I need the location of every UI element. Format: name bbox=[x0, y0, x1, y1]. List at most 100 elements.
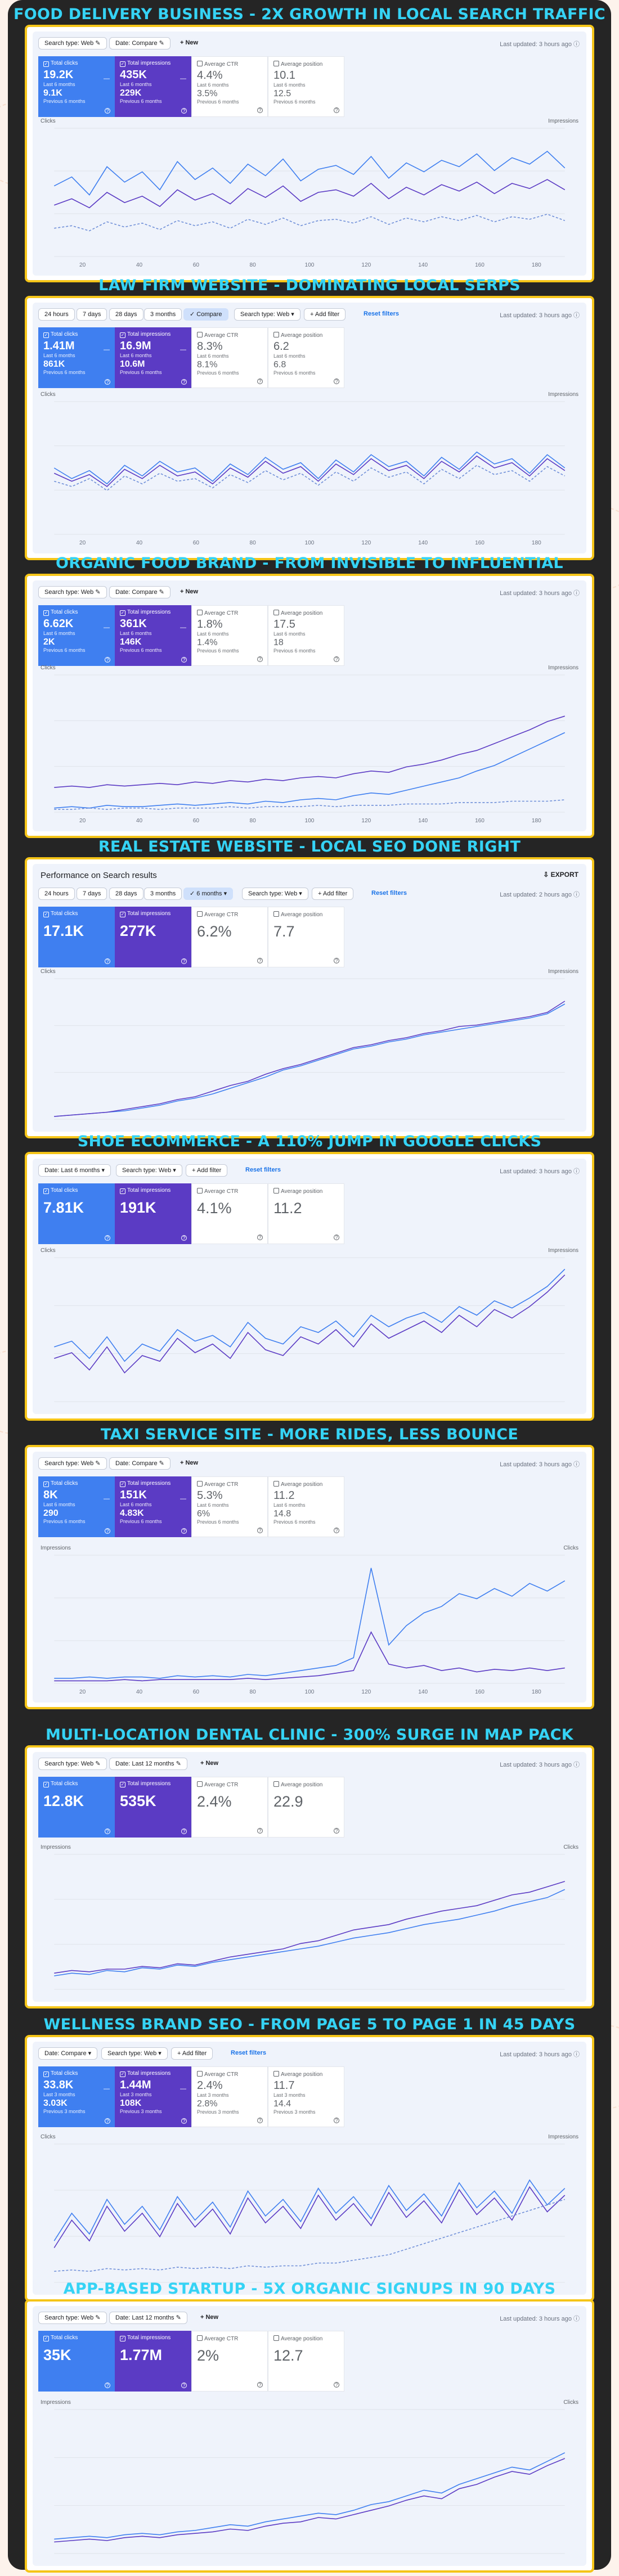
filter-chip[interactable]: Reset filters bbox=[371, 890, 407, 897]
filter-chip[interactable]: Search type: Web ✎ bbox=[38, 586, 107, 598]
total-clicks-card[interactable]: ✓ Total clicks 19.2K Last 6 months 9.1K Previ… bbox=[38, 56, 115, 117]
checkbox-icon[interactable]: ✓ bbox=[43, 2071, 49, 2077]
help-icon[interactable]: ? bbox=[181, 958, 187, 964]
help-icon[interactable]: ? bbox=[334, 107, 339, 113]
checkbox-icon[interactable] bbox=[197, 1481, 203, 1487]
checkbox-icon[interactable] bbox=[273, 61, 279, 66]
average-ctr-card[interactable]: Average CTR 4.1%? bbox=[191, 1183, 268, 1244]
filter-chip[interactable]: + New bbox=[180, 39, 199, 46]
checkbox-icon[interactable]: ✓ bbox=[43, 332, 49, 338]
average-ctr-card[interactable]: Average CTR 5.3% Last 6 months 6% Previous 6… bbox=[191, 1476, 268, 1537]
filter-chip[interactable]: + New bbox=[180, 1460, 199, 1466]
average-ctr-card[interactable]: Average CTR 4.4% Last 6 months 3.5% Previous… bbox=[191, 56, 268, 117]
average-position-card[interactable]: Average position 11.7 Last 3 months 14.4 Pre… bbox=[268, 2066, 344, 2127]
average-position-card[interactable]: Average position 10.1 Last 6 months 12.5 Pre… bbox=[268, 56, 344, 117]
help-icon[interactable]: ? bbox=[257, 1528, 263, 1533]
checkbox-icon[interactable]: ✓ bbox=[120, 1782, 125, 1787]
help-icon[interactable]: ? bbox=[257, 1828, 263, 1834]
help-icon[interactable]: ? bbox=[334, 2382, 339, 2388]
help-icon[interactable]: ? bbox=[257, 2382, 263, 2388]
average-ctr-card[interactable]: Average CTR 2%? bbox=[191, 2331, 268, 2392]
checkbox-icon[interactable]: ✓ bbox=[120, 1481, 125, 1487]
filter-chip[interactable]: 3 months bbox=[144, 888, 182, 900]
help-icon[interactable]: ? bbox=[334, 958, 339, 963]
filter-chip[interactable]: 24 hours bbox=[38, 888, 75, 900]
total-clicks-card[interactable]: ✓ Total clicks 33.8K Last 3 months 3.03K Prev… bbox=[38, 2066, 115, 2127]
filter-chip[interactable]: Search type: Web ✎ bbox=[38, 37, 107, 49]
checkbox-icon[interactable]: ✓ bbox=[120, 2336, 125, 2341]
export-button[interactable]: ⇩ EXPORT bbox=[543, 871, 578, 879]
checkbox-icon[interactable] bbox=[197, 610, 203, 615]
average-ctr-card[interactable]: Average CTR 8.3% Last 6 months 8.1% Previous… bbox=[191, 327, 268, 388]
checkbox-icon[interactable] bbox=[273, 610, 279, 615]
filter-chip[interactable]: Reset filters bbox=[364, 310, 399, 317]
help-icon[interactable]: ? bbox=[105, 657, 110, 663]
help-icon[interactable]: ? bbox=[181, 2383, 187, 2388]
checkbox-icon[interactable]: ✓ bbox=[43, 1481, 49, 1487]
average-position-card[interactable]: Average position 22.9? bbox=[268, 1777, 344, 1838]
total-impressions-card[interactable]: ✓ Total impressions 361K Last 6 months 146K P… bbox=[115, 605, 191, 666]
filter-chip[interactable]: ✓ 6 months ▾ bbox=[183, 888, 234, 900]
help-icon[interactable]: ? bbox=[181, 1235, 187, 1241]
total-clicks-card[interactable]: ✓ Total clicks 7.81K? bbox=[38, 1183, 115, 1244]
help-icon[interactable]: ? bbox=[334, 1235, 339, 1240]
filter-chip[interactable]: Date: Compare ✎ bbox=[109, 1457, 171, 1470]
help-icon[interactable]: ? bbox=[181, 379, 187, 385]
total-clicks-card[interactable]: ✓ Total clicks 17.1K? bbox=[38, 907, 115, 967]
filter-chip[interactable]: + Add filter bbox=[312, 888, 354, 900]
total-impressions-card[interactable]: ✓ Total impressions 16.9M Last 6 months 10.6… bbox=[115, 327, 191, 388]
help-icon[interactable]: ? bbox=[334, 2118, 339, 2123]
filter-chip[interactable]: ✓ Compare bbox=[183, 308, 228, 321]
help-icon[interactable]: ? bbox=[257, 379, 263, 384]
checkbox-icon[interactable]: ✓ bbox=[43, 912, 49, 917]
filter-chip[interactable]: + New bbox=[200, 2314, 219, 2321]
filter-chip[interactable]: Date: Last 12 months ✎ bbox=[109, 1758, 187, 1770]
total-clicks-card[interactable]: ✓ Total clicks 8K Last 6 months 290 Previous … bbox=[38, 1476, 115, 1537]
checkbox-icon[interactable]: ✓ bbox=[43, 1782, 49, 1787]
checkbox-icon[interactable]: ✓ bbox=[43, 2336, 49, 2341]
help-icon[interactable]: ? bbox=[105, 2383, 110, 2388]
average-position-card[interactable]: Average position 17.5 Last 6 months 18 Previ… bbox=[268, 605, 344, 666]
filter-chip[interactable]: Search type: Web ✎ bbox=[38, 1457, 107, 1470]
checkbox-icon[interactable] bbox=[197, 2071, 203, 2077]
average-position-card[interactable]: Average position 11.2? bbox=[268, 1183, 344, 1244]
filter-chip[interactable]: + New bbox=[200, 1760, 219, 1767]
checkbox-icon[interactable]: ✓ bbox=[120, 610, 125, 616]
checkbox-icon[interactable]: ✓ bbox=[120, 332, 125, 338]
filter-chip[interactable]: 24 hours bbox=[38, 308, 75, 321]
filter-chip[interactable]: Reset filters bbox=[231, 2050, 266, 2056]
average-position-card[interactable]: Average position 11.2 Last 6 months 14.8 Pre… bbox=[268, 1476, 344, 1537]
checkbox-icon[interactable]: ✓ bbox=[120, 2071, 125, 2077]
help-icon[interactable]: ? bbox=[334, 379, 339, 384]
filter-chip[interactable]: 7 days bbox=[77, 308, 107, 321]
filter-chip[interactable]: + Add filter bbox=[186, 1164, 228, 1177]
average-position-card[interactable]: Average position 12.7? bbox=[268, 2331, 344, 2392]
filter-chip[interactable]: Search type: Web ▾ bbox=[101, 2047, 168, 2060]
checkbox-icon[interactable] bbox=[273, 332, 279, 337]
help-icon[interactable]: ? bbox=[105, 1528, 110, 1534]
help-icon[interactable]: ? bbox=[334, 656, 339, 662]
filter-chip[interactable]: Date: Compare ✎ bbox=[109, 586, 171, 598]
total-impressions-card[interactable]: ✓ Total impressions 435K Last 6 months 229K P… bbox=[115, 56, 191, 117]
filter-chip[interactable]: 28 days bbox=[109, 308, 143, 321]
filter-chip[interactable]: + Add filter bbox=[171, 2047, 213, 2060]
checkbox-icon[interactable] bbox=[197, 61, 203, 66]
average-ctr-card[interactable]: Average CTR 6.2%? bbox=[191, 907, 268, 967]
help-icon[interactable]: ? bbox=[181, 657, 187, 663]
help-icon[interactable]: ? bbox=[105, 1829, 110, 1834]
checkbox-icon[interactable]: ✓ bbox=[43, 610, 49, 616]
help-icon[interactable]: ? bbox=[105, 2118, 110, 2124]
total-impressions-card[interactable]: ✓ Total impressions 191K? bbox=[115, 1183, 191, 1244]
filter-chip[interactable]: 3 months bbox=[144, 308, 182, 321]
total-clicks-card[interactable]: ✓ Total clicks 35K? bbox=[38, 2331, 115, 2392]
total-clicks-card[interactable]: ✓ Total clicks 6.62K Last 6 months 2K Previou… bbox=[38, 605, 115, 666]
average-position-card[interactable]: Average position 7.7? bbox=[268, 907, 344, 967]
checkbox-icon[interactable] bbox=[197, 1188, 203, 1194]
checkbox-icon[interactable]: ✓ bbox=[43, 1188, 49, 1194]
help-icon[interactable]: ? bbox=[181, 1829, 187, 1834]
checkbox-icon[interactable] bbox=[273, 1188, 279, 1194]
checkbox-icon[interactable]: ✓ bbox=[120, 61, 125, 67]
total-clicks-card[interactable]: ✓ Total clicks 1.41M Last 6 months 861K Previ… bbox=[38, 327, 115, 388]
filter-chip[interactable]: Search type: Web ▾ bbox=[242, 888, 308, 900]
average-ctr-card[interactable]: Average CTR 2.4% Last 3 months 2.8% Previous… bbox=[191, 2066, 268, 2127]
